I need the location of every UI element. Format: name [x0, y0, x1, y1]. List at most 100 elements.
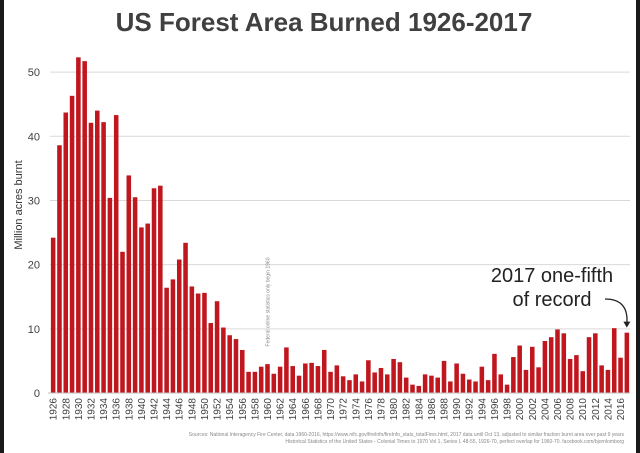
bar-1932	[88, 122, 94, 393]
x-tick-label: 1982	[402, 398, 413, 421]
x-tick-label: 1972	[339, 398, 350, 421]
x-tick-label: 2006	[553, 398, 564, 421]
bar-2001	[523, 369, 529, 393]
bar-2011	[586, 337, 592, 393]
bar-1940	[139, 227, 144, 393]
x-tick-label: 1974	[351, 398, 362, 421]
bar-1954	[227, 335, 232, 393]
bar-1939	[132, 197, 138, 393]
bar-1966	[303, 363, 308, 393]
bar-1953	[221, 327, 226, 393]
x-tick-label: 1962	[276, 398, 287, 421]
x-tick-label: 1968	[313, 398, 324, 421]
bar-1980	[391, 358, 396, 393]
bar-1950	[202, 292, 207, 393]
bar-1960	[265, 364, 270, 393]
bar-1986	[429, 375, 434, 393]
y-axis-ticks: 0 10 20 30 40 50	[28, 67, 40, 400]
bar-1992	[466, 379, 472, 393]
bar-2012	[593, 333, 598, 393]
bar-1988	[441, 360, 447, 393]
bar-2016	[618, 357, 623, 393]
x-tick-label: 1944	[162, 398, 173, 421]
bar-1948	[189, 286, 195, 393]
bar-1926	[50, 237, 56, 393]
bar-1931	[82, 61, 87, 394]
bar-1983	[410, 384, 415, 393]
x-tick-label: 1938	[124, 398, 135, 421]
x-tick-label: 1936	[112, 398, 123, 421]
x-tick-label: 1940	[137, 398, 148, 421]
annotation-line1: 2017 one-fifth	[491, 265, 613, 287]
y-tick-label: 10	[28, 324, 40, 336]
bar-1972	[340, 376, 346, 393]
bars	[50, 57, 630, 394]
x-tick-label: 2014	[603, 398, 614, 421]
bar-2006	[555, 329, 560, 393]
bar-1982	[403, 377, 409, 393]
bar-1985	[422, 374, 428, 393]
bar-2003	[536, 367, 541, 393]
bar-1977	[372, 372, 377, 393]
bar-1934	[101, 122, 106, 394]
x-tick-label: 1992	[465, 398, 476, 421]
bar-1946	[176, 259, 182, 393]
bar-1952	[214, 301, 220, 393]
bar-1969	[321, 349, 327, 393]
y-tick-label: 40	[28, 131, 40, 143]
bar-1955	[233, 339, 239, 393]
bar-1958	[252, 371, 258, 393]
x-tick-label: 1966	[301, 398, 312, 421]
x-tick-label: 1984	[414, 398, 425, 421]
x-tick-label: 2008	[566, 398, 577, 421]
bar-1973	[347, 380, 352, 393]
y-tick-label: 50	[28, 67, 40, 79]
bar-chart: US Forest Area Burned 1926-2017 0 10 20 30 4…	[13, 7, 631, 445]
bar-1989	[448, 381, 453, 393]
bar-2005	[548, 337, 554, 393]
x-tick-label: 1980	[389, 398, 400, 421]
x-tick-label: 2004	[540, 398, 551, 421]
bar-1943	[158, 185, 163, 393]
x-tick-label: 1986	[427, 398, 438, 421]
bar-2004	[542, 341, 548, 393]
bar-1938	[126, 175, 132, 393]
y-tick-label: 0	[34, 388, 40, 400]
bar-1945	[170, 279, 176, 393]
bar-2013	[599, 365, 604, 393]
bar-1956	[240, 349, 245, 393]
x-tick-label: 1946	[175, 398, 186, 421]
chart-frame: US Forest Area Burned 1926-2017 0 10 20 30 4…	[4, 0, 636, 453]
x-tick-label: 1988	[440, 398, 451, 421]
bar-1981	[397, 362, 403, 393]
bar-2002	[530, 346, 535, 393]
annotation-line2: of record	[513, 289, 592, 311]
bar-1941	[145, 223, 150, 393]
x-tick-label: 1952	[213, 398, 224, 421]
bar-1974	[353, 374, 359, 393]
bar-1962	[277, 366, 283, 393]
x-tick-label: 1950	[200, 398, 211, 421]
bar-2014	[605, 369, 611, 393]
bar-1942	[151, 188, 157, 393]
bar-1949	[195, 293, 201, 393]
bar-1975	[359, 381, 365, 393]
source-line-1: Sources: National Interagency Fire Cente…	[189, 432, 625, 438]
bar-1976	[366, 360, 371, 393]
bar-1963	[284, 347, 289, 393]
bar-1959	[258, 366, 264, 393]
x-tick-label: 2010	[578, 398, 589, 421]
bar-1995	[485, 380, 491, 393]
x-tick-label: 1942	[150, 398, 161, 421]
bar-1930	[76, 57, 81, 393]
annotation-arrowhead	[623, 321, 631, 328]
x-tick-label: 1978	[376, 398, 387, 421]
x-tick-label: 2012	[591, 398, 602, 421]
x-tick-label: 2016	[616, 398, 627, 421]
bar-1971	[334, 365, 340, 393]
bar-1928	[63, 112, 69, 393]
bar-1990	[454, 363, 459, 393]
bar-2000	[517, 345, 522, 393]
bar-1970	[328, 371, 333, 393]
bar-1994	[479, 366, 485, 393]
